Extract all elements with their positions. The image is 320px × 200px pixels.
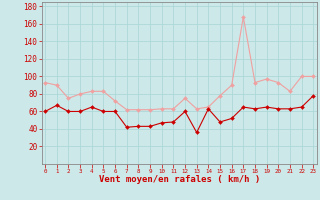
X-axis label: Vent moyen/en rafales ( km/h ): Vent moyen/en rafales ( km/h ) [99,175,260,184]
